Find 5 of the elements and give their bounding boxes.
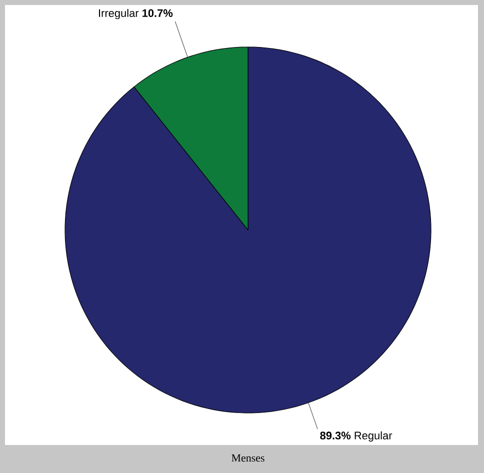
slice-label: Irregular	[99, 8, 139, 20]
text: Menses	[232, 454, 264, 462]
data-label: 89.3%	[320, 432, 351, 440]
slice-label: Regular	[354, 431, 392, 442]
data-label: 10.7%	[142, 9, 173, 17]
